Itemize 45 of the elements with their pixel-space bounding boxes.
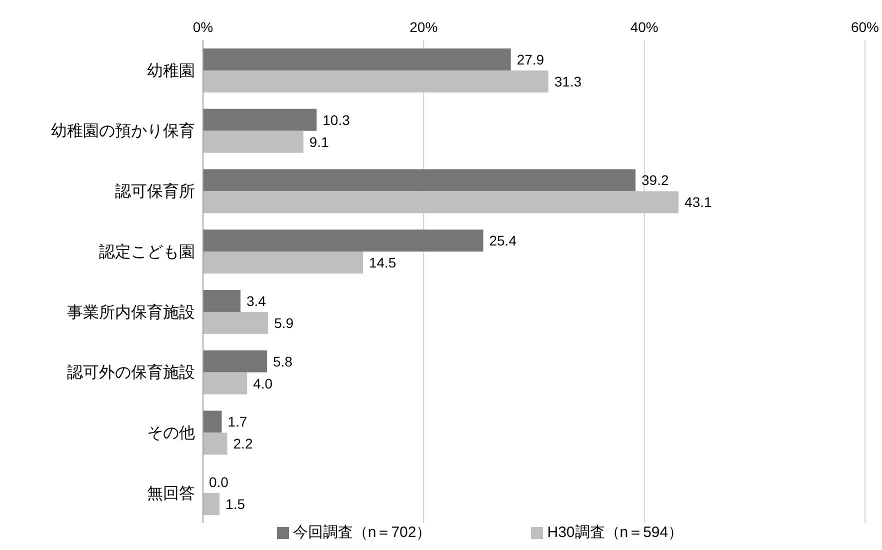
y-tick-label: 認可外の保育施設 (67, 364, 195, 382)
y-tick-label: 幼稚園の預かり保育 (51, 122, 195, 140)
data-label: 3.4 (246, 292, 266, 309)
bar (203, 169, 636, 192)
data-label: 2.2 (233, 436, 253, 452)
bar (203, 48, 511, 70)
bar (203, 493, 220, 516)
bar (203, 230, 484, 252)
bar (203, 108, 317, 131)
data-label: 14.5 (368, 254, 396, 271)
data-label: 39.2 (642, 172, 669, 188)
bar (203, 130, 304, 153)
data-label: 43.1 (684, 194, 712, 210)
x-tick-label: 60% (850, 19, 880, 35)
data-label: 1.7 (228, 414, 248, 430)
data-label: 27.9 (516, 51, 544, 68)
y-tick-label: 幼稚園 (147, 62, 195, 80)
bar (203, 410, 222, 433)
bar (203, 312, 268, 334)
bar (203, 350, 267, 372)
data-label: 5.9 (274, 314, 294, 331)
y-tick-label: 認定こども園 (99, 242, 195, 261)
data-label: 31.3 (554, 73, 582, 90)
y-tick-label: その他 (147, 425, 195, 442)
data-label: 0.0 (209, 474, 229, 490)
legend-label: 今回調査（n＝702） (292, 524, 432, 541)
bar (203, 252, 363, 274)
x-tick-label: 20% (410, 19, 438, 35)
y-tick-label: 事業所内保育施設 (67, 303, 195, 322)
y-tick-label: 認可保育所 (115, 182, 195, 201)
bar (203, 290, 241, 312)
bar (203, 70, 548, 92)
data-label: 9.1 (309, 134, 330, 150)
x-tick-label: 0% (192, 19, 214, 35)
bar (203, 372, 248, 394)
data-label: 5.8 (272, 353, 293, 370)
data-label: 25.4 (489, 232, 517, 249)
bar (203, 432, 228, 455)
data-label: 4.0 (253, 375, 273, 392)
legend-label: H30調査（n＝594） (547, 524, 684, 541)
x-tick-label: 40% (630, 19, 658, 35)
y-tick-label: 無回答 (147, 485, 195, 502)
data-label: 1.5 (226, 496, 246, 512)
bar (203, 191, 679, 214)
data-label: 10.3 (322, 112, 350, 128)
